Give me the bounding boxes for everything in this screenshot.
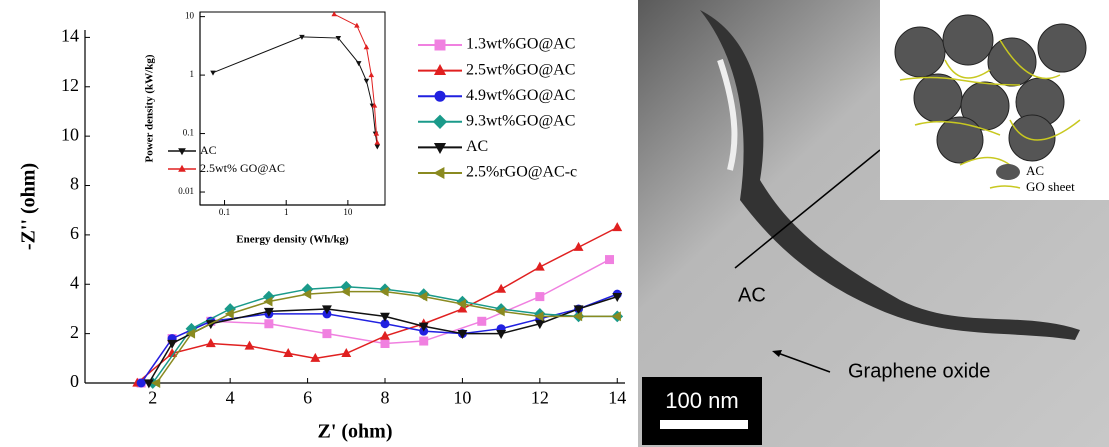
inset-background xyxy=(140,5,390,255)
y-tick-label: 10 xyxy=(61,124,79,144)
y-tick-label: 2 xyxy=(70,322,79,342)
x-tick-label: 4 xyxy=(226,387,235,407)
y-tick-label: 4 xyxy=(70,272,79,292)
x-tick-label: 10 xyxy=(343,207,353,217)
y-tick-label: 14 xyxy=(61,26,79,46)
inset-label: AC xyxy=(1026,163,1044,178)
legend-label: AC xyxy=(200,143,217,157)
x-tick-label: 0.1 xyxy=(219,207,230,217)
ac-particle xyxy=(914,74,962,122)
x-tick-label: 8 xyxy=(381,387,390,407)
y-axis-label: -Z'' (ohm) xyxy=(18,163,40,250)
x-tick-label: 14 xyxy=(608,387,626,407)
inset-label: GO sheet xyxy=(1026,179,1075,194)
marker xyxy=(496,330,506,339)
scale-label: 100 nm xyxy=(665,388,738,413)
marker xyxy=(477,317,486,326)
y-tick-label: 12 xyxy=(61,75,79,95)
legend-label: 9.3wt%GO@AC xyxy=(466,112,575,129)
marker xyxy=(433,115,447,129)
ac-particle xyxy=(943,15,993,65)
schematic-inset: AC GO sheet xyxy=(880,0,1109,200)
y-tick-label: 0 xyxy=(70,371,79,391)
marker xyxy=(535,292,544,301)
marker xyxy=(435,40,446,51)
ac-particle xyxy=(988,38,1036,86)
x-axis-label: Z' (ohm) xyxy=(318,421,393,443)
page: {"chart_data": [ {"type": "line", "x_lab… xyxy=(0,0,1109,447)
legend-label: 2.5%rGO@AC-c xyxy=(466,164,577,181)
y-tick-label: 10 xyxy=(185,11,195,21)
marker xyxy=(206,338,216,347)
y-tick-label: 1 xyxy=(190,69,195,79)
marker xyxy=(322,329,331,338)
marker xyxy=(435,91,446,102)
figure: AC Graphene oxide 100 nm AC GO sheet xyxy=(0,0,1109,447)
ac-particle xyxy=(895,27,945,77)
marker xyxy=(433,167,444,179)
x-tick-label: 2 xyxy=(148,387,157,407)
marker xyxy=(612,222,622,231)
image-label: Graphene oxide xyxy=(848,360,990,382)
legend-label: AC xyxy=(466,138,488,155)
x-tick-label: 12 xyxy=(531,387,549,407)
marker xyxy=(496,284,506,293)
marker xyxy=(434,143,446,154)
ac-particle xyxy=(1038,24,1086,72)
marker xyxy=(535,262,545,271)
legend-label: 1.3wt%GO@AC xyxy=(466,36,575,53)
marker xyxy=(434,64,446,75)
legend-ac-symbol xyxy=(996,164,1020,180)
image-label: AC xyxy=(738,284,766,306)
y-tick-label: 0.1 xyxy=(183,128,194,138)
legend-label: 4.9wt%GO@AC xyxy=(466,87,575,104)
tem-image: AC Graphene oxide 100 nm AC GO sheet xyxy=(638,0,1109,447)
legend-label: 2.5wt% GO@AC xyxy=(200,161,285,175)
y-axis-label: Power density (kW/kg) xyxy=(144,54,156,162)
marker xyxy=(574,242,584,251)
marker xyxy=(605,255,614,264)
x-tick-label: 1 xyxy=(284,207,289,217)
x-tick-label: 10 xyxy=(453,387,471,407)
marker xyxy=(419,337,428,346)
y-tick-label: 0.01 xyxy=(178,186,194,196)
x-tick-label: 6 xyxy=(303,387,312,407)
marker xyxy=(264,319,273,328)
scale-bar xyxy=(660,420,748,429)
legend-label: 2.5wt%GO@AC xyxy=(466,61,575,78)
x-axis-label: Energy density (Wh/kg) xyxy=(236,234,349,246)
y-tick-label: 6 xyxy=(70,223,79,243)
y-tick-label: 8 xyxy=(70,174,79,194)
marker xyxy=(381,339,390,348)
